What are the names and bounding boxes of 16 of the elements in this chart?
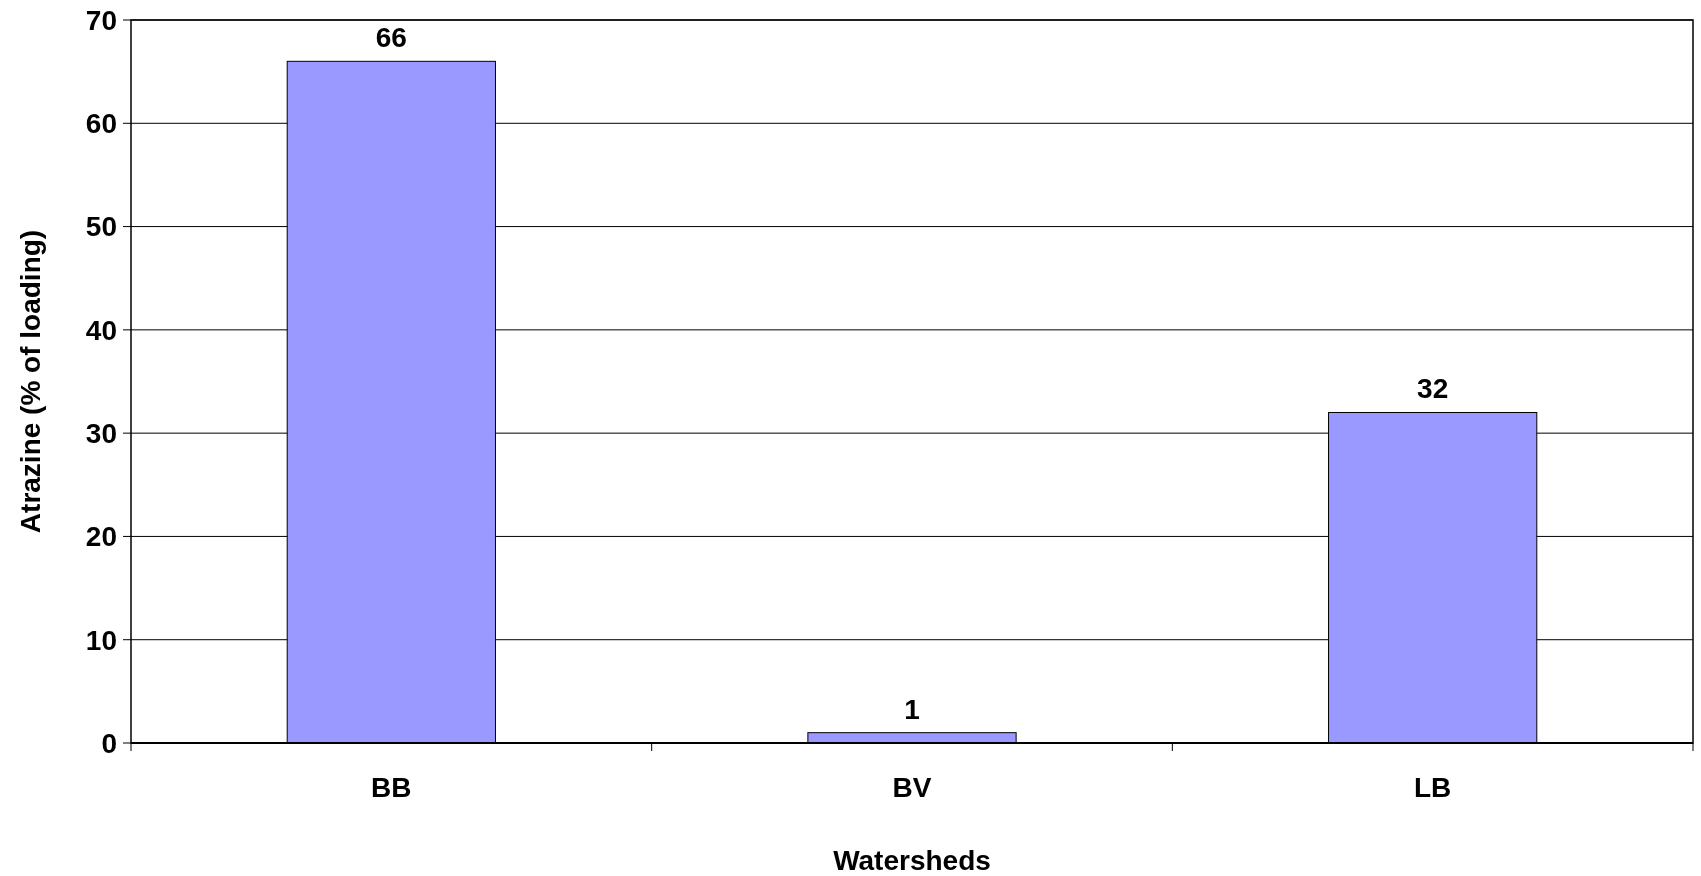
data-label: 66 — [375, 22, 407, 54]
x-tick-label: LB — [1414, 772, 1452, 803]
y-axis-title: Atrazine (% of loading) — [15, 229, 46, 534]
y-tick-label: 60 — [85, 108, 117, 140]
y-tick-label: 70 — [85, 4, 117, 36]
y-tick-label: 20 — [85, 521, 117, 553]
y-tick-label: 30 — [85, 417, 117, 449]
y-tick-label: 40 — [85, 314, 117, 346]
y-tick-label: 0 — [101, 727, 117, 759]
x-axis-title: Watersheds — [833, 845, 991, 876]
x-tick-label: BV — [892, 772, 932, 803]
data-label: 1 — [904, 693, 920, 725]
data-label: 32 — [1417, 373, 1449, 405]
y-tick-label: 50 — [85, 211, 117, 243]
x-tick-label: BB — [371, 772, 412, 803]
y-tick-label: 10 — [85, 624, 117, 656]
